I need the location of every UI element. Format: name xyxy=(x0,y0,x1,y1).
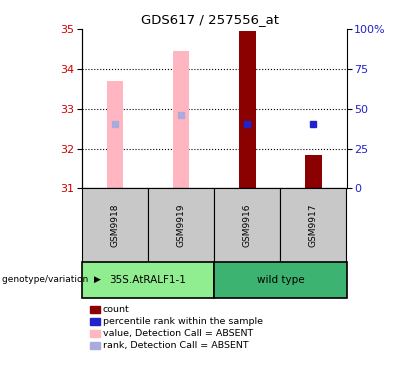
Text: GSM9918: GSM9918 xyxy=(110,203,119,247)
Text: GSM9916: GSM9916 xyxy=(243,203,252,247)
Text: GDS617 / 257556_at: GDS617 / 257556_at xyxy=(141,13,279,26)
Text: value, Detection Call = ABSENT: value, Detection Call = ABSENT xyxy=(103,329,253,338)
Text: GSM9919: GSM9919 xyxy=(177,203,186,247)
Text: percentile rank within the sample: percentile rank within the sample xyxy=(103,317,263,326)
Bar xyxy=(107,81,123,188)
Bar xyxy=(239,31,255,188)
Text: 35S.AtRALF1-1: 35S.AtRALF1-1 xyxy=(110,275,186,285)
Text: genotype/variation  ▶: genotype/variation ▶ xyxy=(2,276,101,284)
Text: count: count xyxy=(103,305,130,314)
Text: wild type: wild type xyxy=(257,275,304,285)
Bar xyxy=(173,51,189,188)
Text: rank, Detection Call = ABSENT: rank, Detection Call = ABSENT xyxy=(103,341,249,350)
Text: GSM9917: GSM9917 xyxy=(309,203,318,247)
Bar xyxy=(305,155,322,188)
